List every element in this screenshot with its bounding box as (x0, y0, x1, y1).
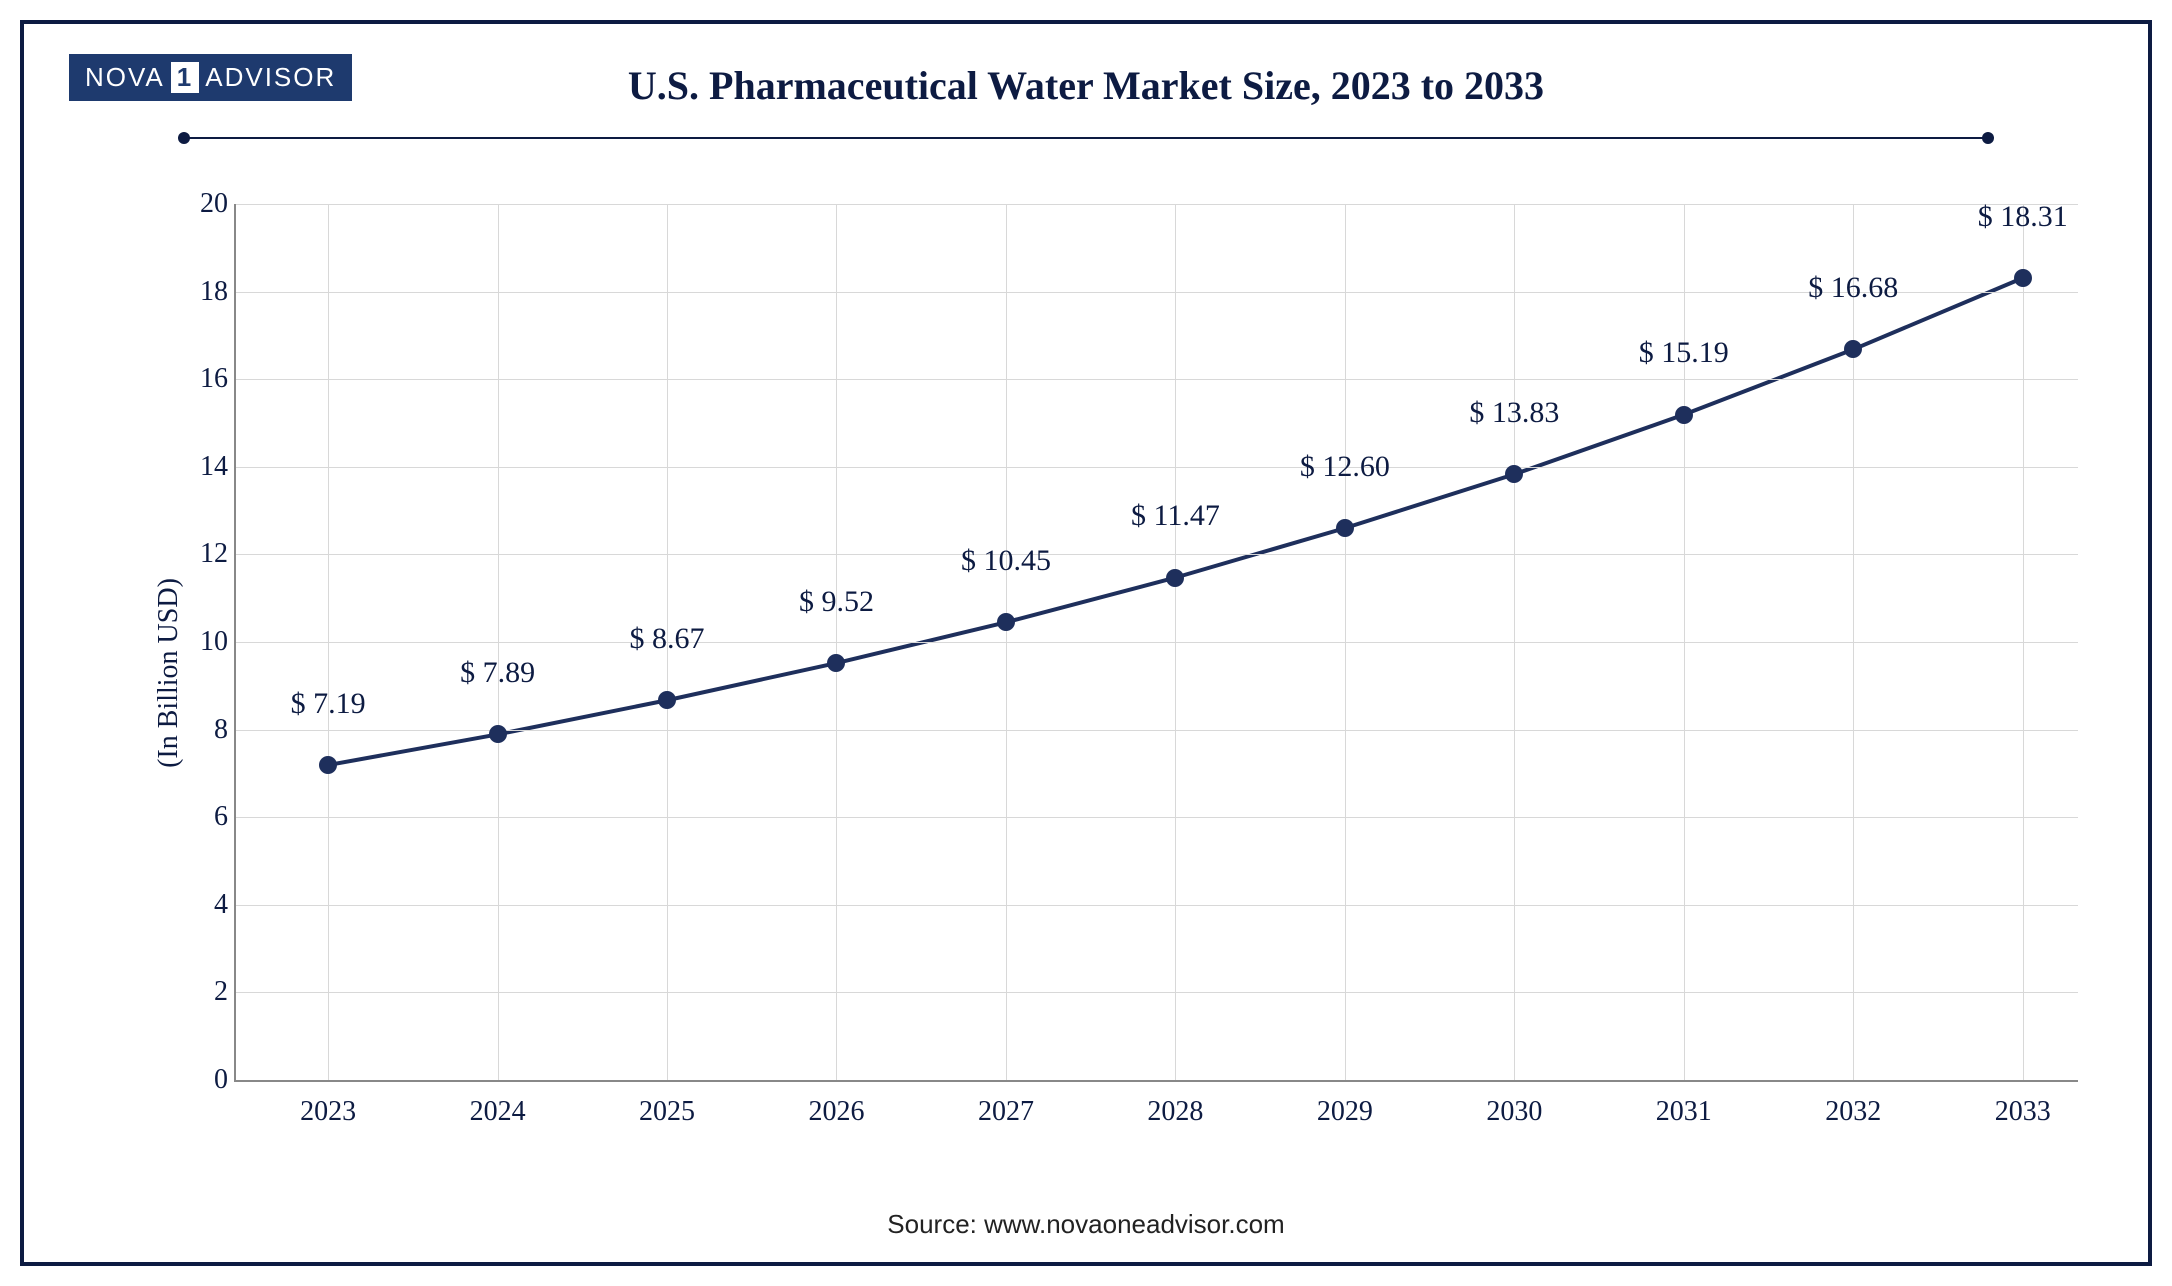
data-point (1675, 406, 1693, 424)
plot-region: 0246810121416182020232024202520262027202… (234, 204, 2078, 1082)
data-point (997, 613, 1015, 631)
data-label: $ 15.19 (1639, 336, 1729, 370)
x-tick-label: 2027 (978, 1096, 1034, 1128)
x-tick-label: 2029 (1317, 1096, 1373, 1128)
chart-frame: NOVA 1 ADVISOR U.S. Pharmaceutical Water… (20, 20, 2152, 1266)
y-tick-label: 6 (188, 801, 228, 833)
y-tick-label: 0 (188, 1064, 228, 1096)
title-divider (184, 137, 1988, 139)
grid-line-h (236, 292, 2078, 293)
brand-logo: NOVA 1 ADVISOR (69, 54, 352, 101)
data-label: $ 18.31 (1978, 200, 2068, 234)
logo-text-2: ADVISOR (205, 62, 336, 93)
data-point (1166, 569, 1184, 587)
x-tick-label: 2023 (300, 1096, 356, 1128)
data-point (827, 654, 845, 672)
y-tick-label: 12 (188, 538, 228, 570)
y-tick-label: 14 (188, 451, 228, 483)
data-point (1336, 519, 1354, 537)
x-tick-label: 2024 (470, 1096, 526, 1128)
data-point (1505, 465, 1523, 483)
grid-line-v (1345, 204, 1346, 1080)
data-label: $ 12.60 (1300, 450, 1390, 484)
x-tick-label: 2026 (808, 1096, 864, 1128)
data-label: $ 9.52 (799, 585, 874, 619)
grid-line-h (236, 379, 2078, 380)
data-point (319, 756, 337, 774)
source-text: Source: www.novaoneadvisor.com (24, 1209, 2148, 1240)
data-label: $ 7.19 (291, 687, 366, 721)
grid-line-h (236, 204, 2078, 205)
grid-line-h (236, 554, 2078, 555)
grid-line-v (1175, 204, 1176, 1080)
grid-line-v (836, 204, 837, 1080)
logo-box: 1 (171, 62, 199, 93)
data-label: $ 8.67 (630, 622, 705, 656)
x-tick-label: 2030 (1486, 1096, 1542, 1128)
x-tick-label: 2028 (1147, 1096, 1203, 1128)
data-point (489, 725, 507, 743)
grid-line-v (1684, 204, 1685, 1080)
grid-line-v (2023, 204, 2024, 1080)
x-tick-label: 2033 (1995, 1096, 2051, 1128)
x-tick-label: 2032 (1825, 1096, 1881, 1128)
y-tick-label: 8 (188, 714, 228, 746)
x-tick-label: 2025 (639, 1096, 695, 1128)
grid-line-v (1514, 204, 1515, 1080)
y-tick-label: 20 (188, 188, 228, 220)
data-point (2014, 269, 2032, 287)
grid-line-v (328, 204, 329, 1080)
grid-line-v (1853, 204, 1854, 1080)
y-tick-label: 10 (188, 626, 228, 658)
grid-line-h (236, 905, 2078, 906)
y-tick-label: 16 (188, 363, 228, 395)
y-tick-label: 18 (188, 276, 228, 308)
grid-line-h (236, 467, 2078, 468)
grid-line-v (498, 204, 499, 1080)
logo-text-1: NOVA (85, 62, 165, 93)
grid-line-h (236, 642, 2078, 643)
y-tick-label: 4 (188, 889, 228, 921)
data-point (658, 691, 676, 709)
grid-line-h (236, 817, 2078, 818)
x-tick-label: 2031 (1656, 1096, 1712, 1128)
data-label: $ 10.45 (961, 544, 1051, 578)
grid-line-h (236, 730, 2078, 731)
data-label: $ 7.89 (460, 656, 535, 690)
y-tick-label: 2 (188, 976, 228, 1008)
grid-line-v (1006, 204, 1007, 1080)
chart-area: (In Billion USD) 02468101214161820202320… (144, 204, 2088, 1142)
data-label: $ 11.47 (1131, 499, 1220, 533)
grid-line-h (236, 992, 2078, 993)
data-label: $ 13.83 (1469, 396, 1559, 430)
data-point (1844, 340, 1862, 358)
y-axis-label: (In Billion USD) (153, 578, 185, 768)
data-label: $ 16.68 (1808, 271, 1898, 305)
